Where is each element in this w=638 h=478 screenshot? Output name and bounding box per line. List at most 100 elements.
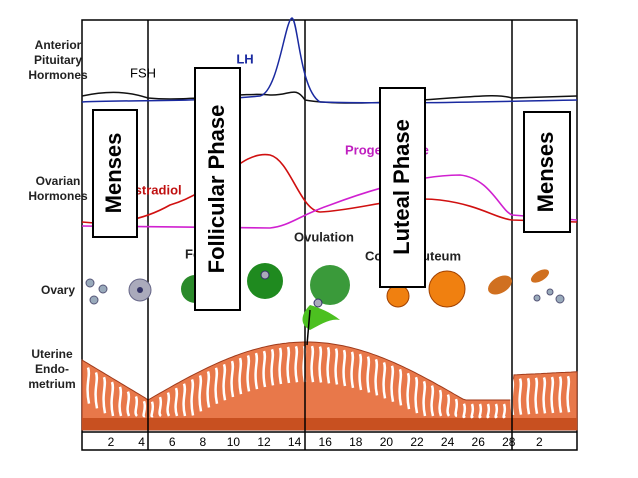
- ovulation-label: Ovulation: [294, 229, 354, 244]
- gland: [94, 371, 99, 409]
- day-label: 16: [319, 435, 333, 449]
- gland: [246, 354, 251, 392]
- day-label: 26: [472, 435, 486, 449]
- gland: [342, 349, 347, 387]
- gland: [414, 376, 419, 414]
- fsh-label: FSH: [130, 65, 156, 80]
- label: Uterine: [31, 347, 73, 361]
- day-label: 6: [169, 435, 176, 449]
- gland: [398, 368, 403, 406]
- day-label: 2: [108, 435, 115, 449]
- day-label: 2: [536, 435, 543, 449]
- gland: [262, 350, 267, 388]
- gland: [366, 356, 371, 393]
- phase-box: [523, 111, 571, 233]
- gland: [374, 358, 379, 396]
- phase-label: Menses: [533, 132, 558, 213]
- gland: [470, 403, 475, 419]
- gland: [502, 403, 507, 419]
- endometrium-base: [82, 418, 577, 430]
- day-label: 20: [380, 435, 394, 449]
- gland: [326, 346, 331, 384]
- gland: [406, 372, 411, 410]
- gland: [278, 347, 283, 385]
- label: Endo-: [35, 362, 69, 376]
- gland: [134, 395, 139, 417]
- lh-curve: [81, 17, 578, 104]
- day-label: 4: [138, 435, 145, 449]
- label: Pituitary: [34, 53, 82, 67]
- estradiol-curve: [81, 153, 578, 224]
- gland: [118, 386, 123, 417]
- endometrium-tissue: [81, 341, 578, 431]
- gland: [102, 376, 107, 414]
- phase-box: [194, 67, 241, 311]
- phase-label: Follicular Phase: [204, 105, 229, 274]
- gland: [270, 348, 275, 386]
- gland: [518, 378, 523, 415]
- gland: [382, 361, 387, 399]
- gland: [110, 381, 115, 417]
- day-label: 12: [257, 435, 271, 449]
- gland: [190, 379, 195, 416]
- day-label: 18: [349, 435, 363, 449]
- gland: [350, 351, 355, 389]
- label: Hormones: [28, 68, 88, 82]
- gland: [150, 401, 155, 418]
- gland: [494, 403, 499, 419]
- day-label: 10: [227, 435, 241, 449]
- gland: [214, 367, 219, 405]
- gland: [182, 383, 187, 417]
- gland: [478, 403, 483, 419]
- lh-label: LH: [236, 51, 253, 66]
- estradiol-label: Estradiol: [126, 182, 182, 197]
- gland: [446, 394, 451, 417]
- day-axis: 2 4 6 8 10 12 14 16 18 20 22 24 26 28 2: [108, 435, 543, 449]
- gland: [142, 400, 147, 418]
- fsh-curve: [81, 91, 578, 104]
- gland: [558, 376, 563, 413]
- label: Hormones: [28, 189, 88, 203]
- gland: [310, 345, 315, 383]
- day-label: 8: [199, 435, 206, 449]
- gland: [174, 387, 179, 417]
- gland: [254, 352, 259, 390]
- gland: [166, 392, 171, 417]
- gland: [318, 346, 323, 383]
- gland: [438, 389, 443, 417]
- ovary-icons: [85, 263, 565, 346]
- phase-label: Luteal Phase: [389, 119, 414, 255]
- day-label: 22: [410, 435, 424, 449]
- gland: [422, 380, 427, 417]
- gland: [198, 374, 203, 412]
- gland: [126, 391, 131, 417]
- label: Anterior: [35, 38, 82, 52]
- gland: [230, 360, 235, 398]
- phase-label: Menses: [101, 133, 126, 214]
- gland: [86, 367, 91, 404]
- day-label: 24: [441, 435, 455, 449]
- gland: [222, 363, 227, 401]
- gland: [238, 357, 243, 395]
- gland: [454, 398, 459, 418]
- gland: [358, 353, 363, 391]
- gland: [486, 403, 491, 419]
- gland: [542, 376, 547, 414]
- gland: [294, 345, 299, 383]
- frame: [81, 19, 578, 451]
- gland: [534, 377, 539, 415]
- label: metrium: [28, 377, 75, 391]
- gland: [430, 385, 435, 417]
- day-label: 28: [502, 435, 516, 449]
- gland: [462, 403, 467, 419]
- day-label: 14: [288, 435, 302, 449]
- endometrium: [81, 341, 578, 431]
- gland: [566, 375, 571, 413]
- gland: [334, 348, 339, 385]
- gland: [206, 371, 211, 408]
- gland: [390, 365, 395, 403]
- gland: [158, 396, 163, 418]
- gland: [550, 376, 555, 414]
- label: Ovarian: [36, 174, 81, 188]
